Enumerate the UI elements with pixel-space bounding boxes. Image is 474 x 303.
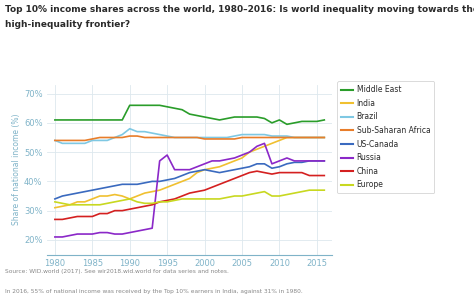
- Legend: Middle East, India, Brazil, Sub-Saharan Africa, US-Canada, Russia, China, Europe: Middle East, India, Brazil, Sub-Saharan …: [337, 82, 434, 193]
- Text: Source: WID.world (2017). See wir2018.wid.world for data series and notes.: Source: WID.world (2017). See wir2018.wi…: [5, 269, 228, 274]
- Text: high-inequality frontier?: high-inequality frontier?: [5, 20, 130, 29]
- Text: In 2016, 55% of national income was received by the Top 10% earners in India, ag: In 2016, 55% of national income was rece…: [5, 289, 302, 294]
- Text: Top 10% income shares across the world, 1980–2016: Is world inequality moving to: Top 10% income shares across the world, …: [5, 5, 474, 14]
- Y-axis label: Share of national income (%): Share of national income (%): [12, 114, 21, 225]
